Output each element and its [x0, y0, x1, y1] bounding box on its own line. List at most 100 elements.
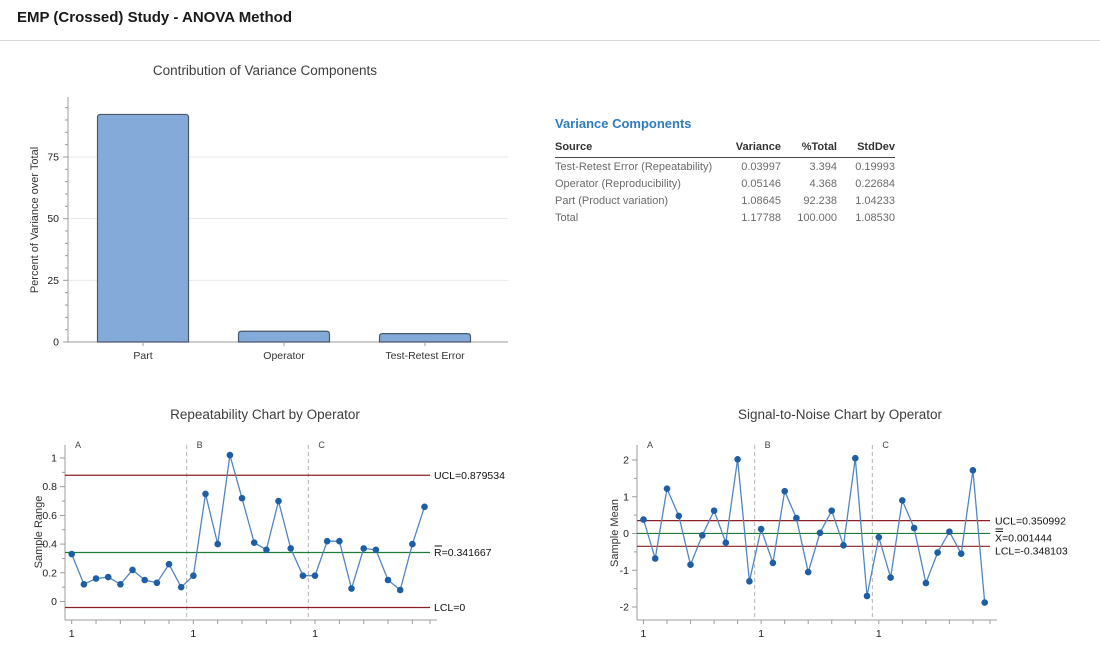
- y-tick-label: 75: [47, 151, 59, 163]
- x-tick-label: 1: [876, 628, 882, 640]
- cell-value: 0.05146: [741, 177, 781, 190]
- y-tick-label: 1: [623, 491, 629, 503]
- data-point: [177, 583, 185, 591]
- y-axis-title: Sample Range: [33, 496, 45, 569]
- y-axis-title: Percent of Variance over Total: [29, 147, 41, 293]
- y-tick-label: 0.2: [42, 567, 57, 579]
- data-point: [214, 540, 221, 548]
- y-tick-label: -2: [620, 602, 629, 614]
- cell-source: Total: [555, 211, 579, 224]
- y-tick-label: 25: [47, 275, 59, 287]
- x-category-label: Operator: [263, 350, 305, 362]
- data-point: [957, 550, 965, 557]
- data-point: [396, 586, 404, 594]
- column-header-source: Source: [555, 141, 723, 158]
- data-point: [360, 545, 368, 552]
- operator-label: B: [765, 440, 771, 450]
- variance-components-title: Variance Components: [555, 116, 692, 131]
- limit-label: R=0.341667: [434, 547, 492, 559]
- data-point: [640, 516, 647, 523]
- y-tick-label: -1: [620, 565, 629, 577]
- cell-value: 1.08530: [855, 211, 895, 224]
- data-point: [934, 549, 941, 556]
- signal-to-noise-control-chart: 2 1 0 -1 -2 A 1 B 1 C 1 UCL=0.350992 X=0.001444LCL=-…: [609, 440, 1068, 640]
- bar-operator: [237, 330, 331, 343]
- limit-label: LCL=-0.348103: [995, 545, 1068, 557]
- cell-value: 0.03997: [741, 160, 781, 173]
- variance-components-table: Source Variance %Total StdDev Test-Retest E…: [555, 141, 895, 226]
- operator-label: A: [647, 440, 653, 450]
- column-header-variance: Variance: [723, 141, 781, 158]
- data-point: [863, 592, 871, 600]
- data-point: [710, 507, 718, 514]
- y-tick-label: 1: [51, 453, 57, 465]
- operator-label: C: [318, 440, 325, 450]
- operator-label: B: [197, 440, 203, 450]
- data-point: [840, 542, 847, 549]
- cell-source: Operator (Reproducibility): [555, 177, 681, 190]
- data-point: [899, 497, 906, 504]
- data-point: [757, 525, 765, 533]
- repeatability-chart-title: Repeatability Chart by Operator: [170, 407, 360, 422]
- data-point: [348, 585, 355, 592]
- y-tick-label: 0.8: [42, 481, 57, 493]
- cell-value: 1.17788: [741, 211, 781, 224]
- x-tick-label: 1: [190, 628, 196, 640]
- data-point: [887, 574, 894, 581]
- cell-value: 0.22684: [855, 177, 895, 190]
- data-point: [80, 581, 88, 588]
- data-point: [129, 566, 136, 574]
- y-tick-label: 2: [623, 455, 629, 467]
- bar-chart-title: Contribution of Variance Components: [152, 63, 378, 78]
- data-point: [781, 487, 788, 495]
- data-point: [699, 532, 706, 539]
- bar-test-retest-error: [378, 333, 472, 343]
- y-tick-label: 0.4: [42, 539, 57, 551]
- cell-value: 1.04233: [855, 194, 895, 207]
- x-category-label: Part: [133, 350, 152, 362]
- cell-value: 92.238: [803, 194, 837, 207]
- x-tick-label: 1: [312, 628, 318, 640]
- repeatability-control-chart: 1 0.8 0.6 0.4 0.2 0 A 1 B 1 C 1 UCL=0.879534 R=0.3416…: [33, 440, 505, 640]
- data-point: [922, 579, 930, 587]
- signal-to-noise-chart-title: Signal-to-Noise Chart by Operator: [737, 407, 943, 422]
- data-point: [275, 497, 282, 505]
- contribution-bar-chart: 0 25 50 75 Part Operator Test-Retest Error Perc…: [29, 97, 508, 362]
- y-tick-label: 0: [623, 528, 629, 540]
- data-point: [816, 529, 824, 537]
- x-tick-label: 1: [758, 628, 764, 640]
- data-point: [104, 573, 112, 581]
- table-row: Part (Product variation) 1.08645 92.238 1.0…: [555, 192, 895, 209]
- data-line: [642, 458, 986, 603]
- data-point: [663, 485, 671, 492]
- data-point: [804, 568, 812, 576]
- data-point: [722, 539, 730, 546]
- cell-value: 1.08645: [741, 194, 781, 207]
- data-point: [910, 524, 918, 532]
- data-point: [421, 503, 428, 511]
- y-axis-title: Sample Mean: [609, 499, 621, 567]
- limit-label: LCL=0: [434, 602, 465, 614]
- data-point: [651, 555, 659, 562]
- data-point: [226, 451, 234, 459]
- data-point: [875, 533, 883, 541]
- data-point: [311, 572, 319, 579]
- limit-label: UCL=0.879534: [434, 470, 505, 482]
- variance-components-panel: Variance Components Source Variance %Total…: [555, 116, 895, 226]
- cell-value: 0.19993: [855, 160, 895, 173]
- data-point: [250, 539, 258, 546]
- cell-value: 100.000: [797, 211, 837, 224]
- column-header--total: %Total: [781, 141, 837, 158]
- data-point: [287, 545, 295, 552]
- x-tick-label: 1: [69, 628, 75, 640]
- data-point: [969, 467, 977, 474]
- data-point: [92, 575, 100, 582]
- data-point: [323, 537, 331, 545]
- data-point: [793, 514, 800, 522]
- cell-source: Test-Retest Error (Repeatability): [555, 160, 713, 173]
- limit-label: UCL=0.350992: [995, 516, 1066, 528]
- y-tick-label: 0.6: [42, 510, 57, 522]
- bar-part: [96, 113, 190, 343]
- data-point: [981, 599, 988, 606]
